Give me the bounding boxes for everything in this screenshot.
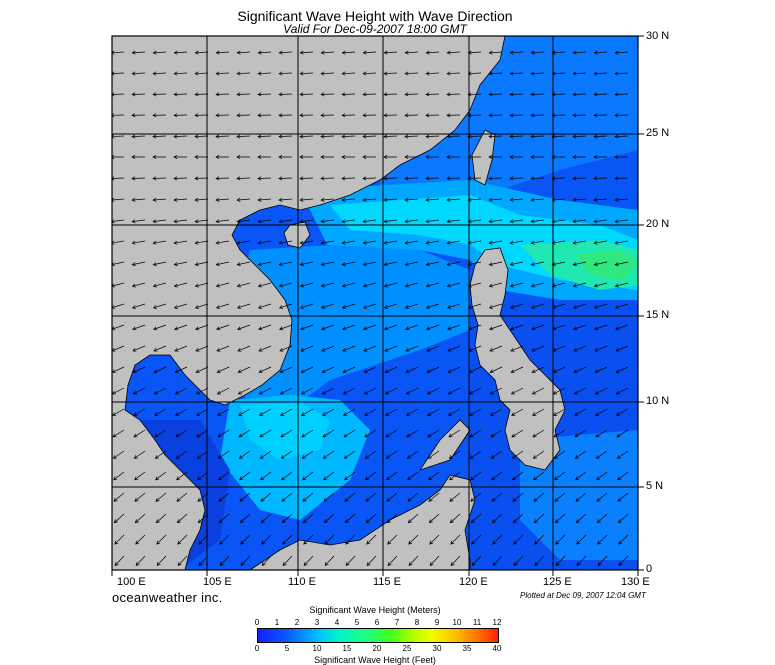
- legend-feet-tick: 10: [313, 644, 322, 653]
- legend-feet-tick: 5: [285, 644, 289, 653]
- lon-label-100e: 100 E: [117, 576, 146, 588]
- lat-label-20n: 20 N: [646, 218, 669, 230]
- legend-meters-tick: 9: [435, 618, 439, 627]
- legend-feet-tick: 0: [255, 644, 259, 653]
- lon-label-110e: 110 E: [288, 576, 316, 588]
- lat-label-5n: 5 N: [646, 480, 663, 492]
- legend-feet-tick: 25: [403, 644, 412, 653]
- lon-label-120e: 120 E: [459, 576, 488, 588]
- legend-feet-title: Significant Wave Height (Feet): [0, 655, 750, 665]
- legend-meters-tick: 10: [453, 618, 462, 627]
- legend-meters-tick: 11: [473, 618, 481, 627]
- legend-feet-tick: 40: [493, 644, 502, 653]
- lon-label-105e: 105 E: [203, 576, 232, 588]
- lon-label-115e: 115 E: [373, 576, 401, 588]
- lat-label-25n: 25 N: [646, 127, 669, 139]
- legend-feet-tick: 35: [463, 644, 472, 653]
- lon-label-125e: 125 E: [543, 576, 572, 588]
- legend-meters-tick: 12: [493, 618, 502, 627]
- legend-meters-tick: 1: [275, 618, 279, 627]
- lat-label-15n: 15 N: [646, 309, 669, 321]
- wave-height-colorbar: [257, 628, 499, 643]
- lat-label-0: 0: [646, 563, 652, 575]
- legend-meters-tick: 6: [375, 618, 379, 627]
- brand-logo-text: oceanweather inc.: [112, 590, 223, 605]
- legend-meters-title: Significant Wave Height (Meters): [0, 605, 750, 615]
- legend-feet-tick: 15: [343, 644, 352, 653]
- plotted-timestamp: Plotted at Dec 09, 2007 12:04 GMT: [520, 591, 646, 600]
- legend-meters-tick: 2: [295, 618, 299, 627]
- legend-meters-tick: 4: [335, 618, 339, 627]
- legend-meters-tick: 5: [355, 618, 359, 627]
- legend-meters-tick: 7: [395, 618, 399, 627]
- legend-meters-tick: 0: [255, 618, 259, 627]
- legend-meters-tick: 8: [415, 618, 419, 627]
- legend-feet-tick: 30: [433, 644, 442, 653]
- legend-feet-tick: 20: [373, 644, 382, 653]
- lat-label-10n: 10 N: [646, 395, 669, 407]
- legend-meters-tick: 3: [315, 618, 319, 627]
- lat-label-30n: 30 N: [646, 30, 669, 42]
- lon-label-130e: 130 E: [621, 576, 650, 588]
